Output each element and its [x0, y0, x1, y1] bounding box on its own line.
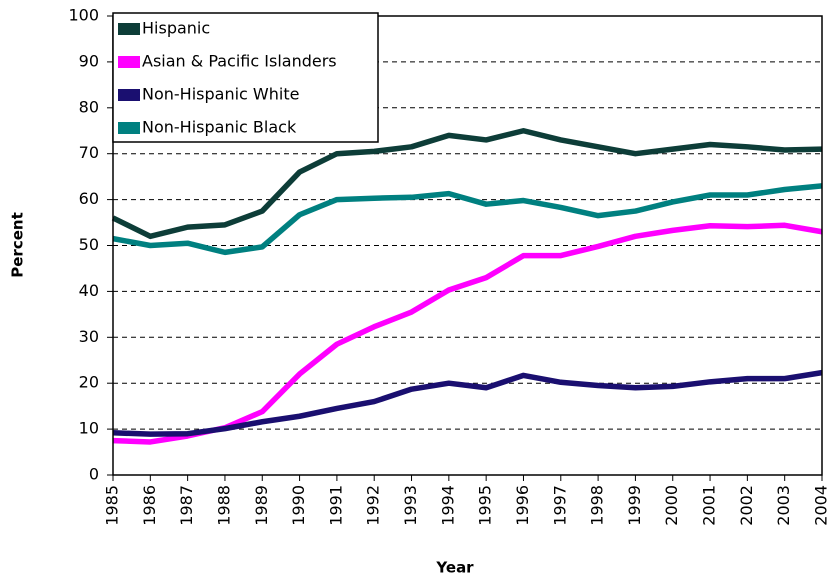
legend-box	[112, 12, 379, 143]
x-tick-label: 1989	[252, 485, 271, 526]
series-line	[112, 183, 823, 256]
y-tick-label: 70	[79, 143, 99, 162]
x-tick-label: 1985	[103, 485, 122, 526]
plot-frame	[112, 15, 823, 476]
legend-swatch	[118, 89, 140, 101]
x-tick-label: 1998	[588, 485, 607, 526]
x-tick-label: 2000	[662, 485, 681, 526]
series-line	[112, 222, 823, 445]
x-tick-label: 1990	[289, 485, 308, 526]
x-tick-label: 2003	[774, 485, 793, 526]
x-tick-label: 1986	[140, 485, 159, 526]
y-tick-label: 60	[79, 189, 99, 208]
x-tick-label: 1997	[550, 485, 569, 526]
series-line	[111, 128, 823, 240]
series-line	[112, 369, 823, 437]
legend-swatch	[118, 122, 140, 134]
x-tick-label: 1995	[476, 485, 495, 526]
legend-label: Hispanic	[142, 19, 210, 38]
y-tick-label: 0	[89, 465, 99, 484]
y-tick-label: 30	[79, 327, 99, 346]
x-tick-label: 1991	[326, 485, 345, 526]
y-tick-label: 50	[79, 235, 99, 254]
y-tick-label: 90	[79, 51, 99, 70]
x-tick-label: 1994	[438, 485, 457, 526]
y-tick-label: 10	[79, 419, 99, 438]
legend-label: Non-Hispanic Black	[142, 118, 297, 137]
x-tick-label: 1993	[401, 485, 420, 526]
x-axis-label: Year	[435, 559, 474, 577]
x-tick-label: 2001	[700, 485, 719, 526]
legend-label: Asian & Pacific Islanders	[142, 52, 337, 71]
y-tick-label: 80	[79, 97, 99, 116]
legend-swatch	[118, 56, 140, 68]
x-tick-label: 1987	[177, 485, 196, 526]
y-tick-label: 40	[79, 281, 99, 300]
x-tick-label: 1992	[364, 485, 383, 526]
y-tick-label: 100	[68, 6, 99, 25]
y-axis-label: Percent	[9, 212, 27, 277]
y-tick-label: 20	[79, 373, 99, 392]
x-tick-label: 2002	[737, 485, 756, 526]
legend-label: Non-Hispanic White	[142, 85, 299, 104]
legend-swatch	[118, 23, 140, 35]
x-tick-label: 1988	[214, 485, 233, 526]
x-tick-label: 1996	[513, 485, 532, 526]
x-tick-label: 1999	[625, 485, 644, 526]
x-tick-label: 2004	[812, 485, 831, 526]
